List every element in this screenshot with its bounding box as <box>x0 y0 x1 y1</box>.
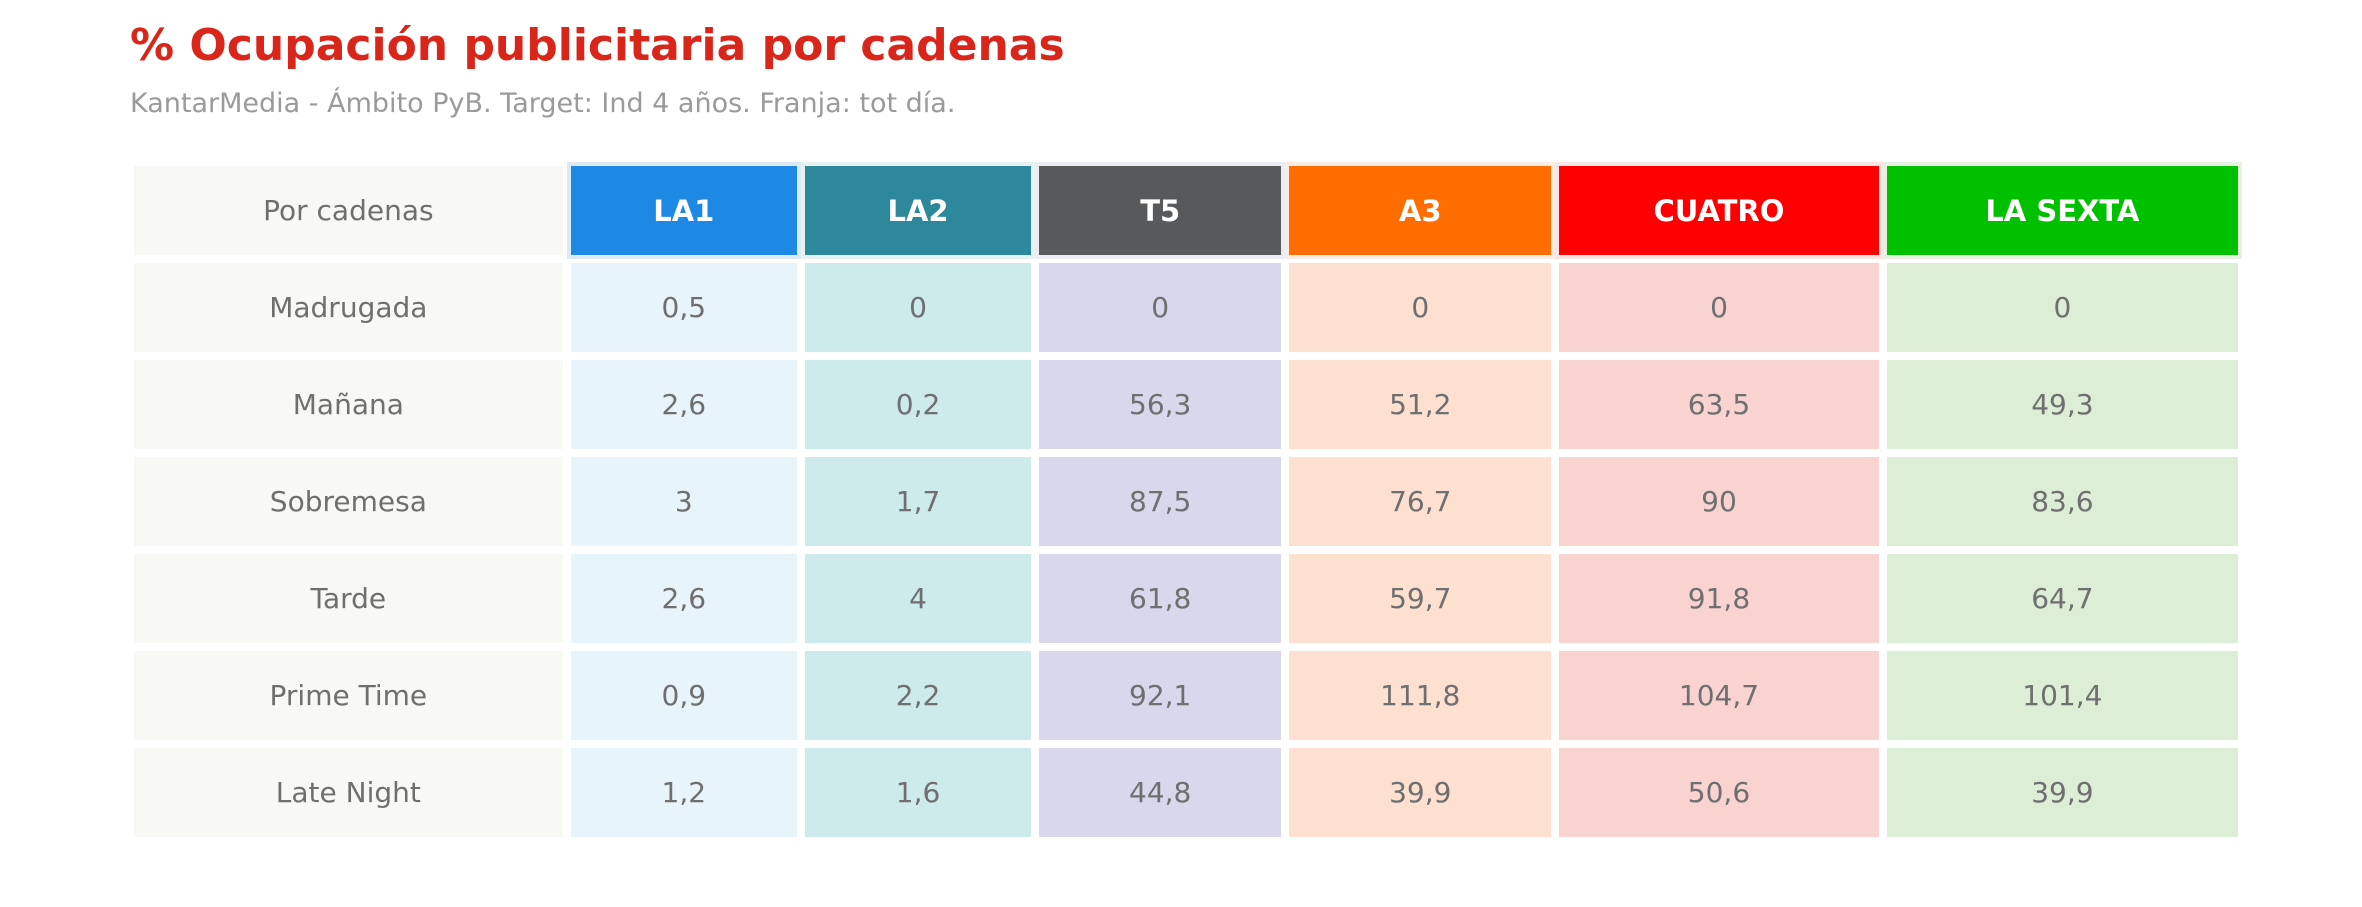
table-row: Tarde 2,6 4 61,8 59,7 91,8 64,7 <box>130 550 2242 647</box>
value-cell: 87,5 <box>1035 453 1286 550</box>
value-cell: 44,8 <box>1035 744 1286 841</box>
chart-title: % Ocupación publicitaria por cadenas <box>130 20 1065 71</box>
value-cell: 92,1 <box>1035 647 1286 744</box>
table-row: Prime Time 0,9 2,2 92,1 111,8 104,7 101,4 <box>130 647 2242 744</box>
channel-occupancy-table: Por cadenas LA1 LA2 T5 A3 CUATRO LA SEXTA Mad… <box>130 162 2242 841</box>
value-cell: 104,7 <box>1555 647 1883 744</box>
value-cell: 91,8 <box>1555 550 1883 647</box>
value-cell: 39,9 <box>1285 744 1556 841</box>
value-cell: 64,7 <box>1882 550 2242 647</box>
column-header-la-sexta: LA SEXTA <box>1882 162 2242 259</box>
value-cell: 0 <box>1285 259 1556 356</box>
value-cell: 2,6 <box>566 550 801 647</box>
column-header-t5: T5 <box>1035 162 1286 259</box>
value-cell: 56,3 <box>1035 356 1286 453</box>
value-cell: 111,8 <box>1285 647 1556 744</box>
table-row: Mañana 2,6 0,2 56,3 51,2 63,5 49,3 <box>130 356 2242 453</box>
value-cell: 51,2 <box>1285 356 1556 453</box>
value-cell: 0,9 <box>566 647 801 744</box>
table-header-row: Por cadenas LA1 LA2 T5 A3 CUATRO LA SEXTA <box>130 162 2242 259</box>
value-cell: 0 <box>1555 259 1883 356</box>
value-cell: 0 <box>1882 259 2242 356</box>
value-cell: 59,7 <box>1285 550 1556 647</box>
value-cell: 4 <box>800 550 1036 647</box>
table-row: Sobremesa 3 1,7 87,5 76,7 90 83,6 <box>130 453 2242 550</box>
value-cell: 63,5 <box>1555 356 1883 453</box>
value-cell: 3 <box>566 453 801 550</box>
value-cell: 50,6 <box>1555 744 1883 841</box>
value-cell: 83,6 <box>1882 453 2242 550</box>
value-cell: 90 <box>1555 453 1883 550</box>
row-header-cell: Sobremesa <box>130 453 567 550</box>
value-cell: 0 <box>1035 259 1286 356</box>
table-row: Late Night 1,2 1,6 44,8 39,9 50,6 39,9 <box>130 744 2242 841</box>
row-header-cell: Late Night <box>130 744 567 841</box>
value-cell: 49,3 <box>1882 356 2242 453</box>
value-cell: 76,7 <box>1285 453 1556 550</box>
column-header-la2: LA2 <box>800 162 1036 259</box>
value-cell: 1,2 <box>566 744 801 841</box>
column-header-la1: LA1 <box>566 162 801 259</box>
value-cell: 0,5 <box>566 259 801 356</box>
value-cell: 39,9 <box>1882 744 2242 841</box>
row-header-cell: Tarde <box>130 550 567 647</box>
row-header-cell: Prime Time <box>130 647 567 744</box>
column-header-cuatro: CUATRO <box>1555 162 1883 259</box>
row-header-cell: Madrugada <box>130 259 567 356</box>
row-header-cell: Mañana <box>130 356 567 453</box>
chart-subtitle: KantarMedia - Ámbito PyB. Target: Ind 4 … <box>130 88 956 119</box>
value-cell: 2,2 <box>800 647 1036 744</box>
table-row: Madrugada 0,5 0 0 0 0 0 <box>130 259 2242 356</box>
value-cell: 101,4 <box>1882 647 2242 744</box>
corner-header-cell: Por cadenas <box>130 162 567 259</box>
value-cell: 1,7 <box>800 453 1036 550</box>
column-header-a3: A3 <box>1285 162 1556 259</box>
value-cell: 0,2 <box>800 356 1036 453</box>
value-cell: 61,8 <box>1035 550 1286 647</box>
value-cell: 2,6 <box>566 356 801 453</box>
value-cell: 0 <box>800 259 1036 356</box>
value-cell: 1,6 <box>800 744 1036 841</box>
